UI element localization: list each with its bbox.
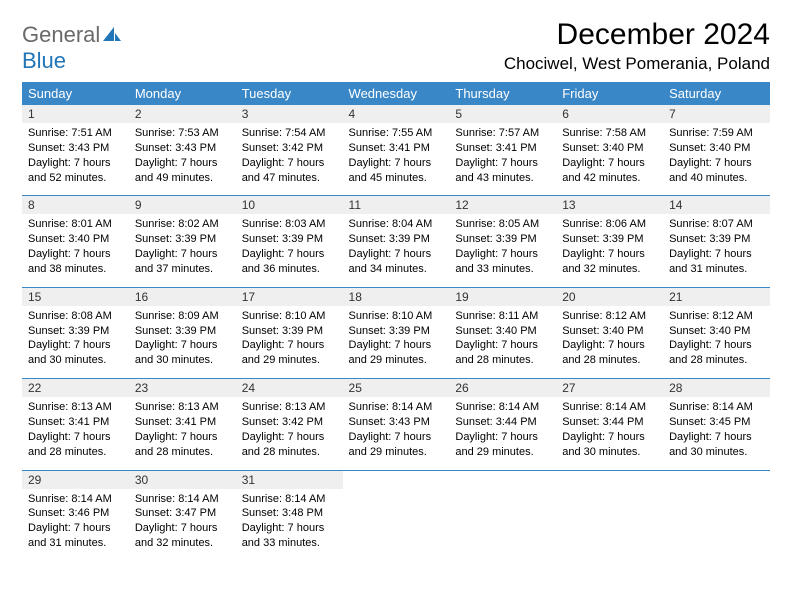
day-content-cell: Sunrise: 8:14 AMSunset: 3:44 PMDaylight:…	[449, 397, 556, 470]
day-content-cell: Sunrise: 8:14 AMSunset: 3:45 PMDaylight:…	[663, 397, 770, 470]
day-number-cell: 31	[236, 470, 343, 489]
day-content-row: Sunrise: 7:51 AMSunset: 3:43 PMDaylight:…	[22, 123, 770, 196]
logo-text-blue: Blue	[22, 48, 66, 73]
day-number-cell: 20	[556, 287, 663, 306]
day-content-cell: Sunrise: 8:12 AMSunset: 3:40 PMDaylight:…	[556, 306, 663, 379]
day-header: Saturday	[663, 82, 770, 105]
day-content-cell: Sunrise: 8:13 AMSunset: 3:42 PMDaylight:…	[236, 397, 343, 470]
day-content-cell: Sunrise: 8:03 AMSunset: 3:39 PMDaylight:…	[236, 214, 343, 287]
day-content-cell: Sunrise: 8:08 AMSunset: 3:39 PMDaylight:…	[22, 306, 129, 379]
logo-sail-icon	[102, 26, 122, 47]
day-content-cell: Sunrise: 8:11 AMSunset: 3:40 PMDaylight:…	[449, 306, 556, 379]
day-number-row: 891011121314	[22, 196, 770, 215]
day-number-cell: 29	[22, 470, 129, 489]
logo: General Blue	[22, 18, 122, 74]
day-number-cell: 12	[449, 196, 556, 215]
day-header: Tuesday	[236, 82, 343, 105]
day-content-cell: Sunrise: 8:13 AMSunset: 3:41 PMDaylight:…	[22, 397, 129, 470]
day-content-cell: Sunrise: 8:14 AMSunset: 3:44 PMDaylight:…	[556, 397, 663, 470]
day-content-cell: Sunrise: 8:05 AMSunset: 3:39 PMDaylight:…	[449, 214, 556, 287]
day-number-cell: 13	[556, 196, 663, 215]
day-number-cell	[449, 470, 556, 489]
day-content-cell: Sunrise: 7:55 AMSunset: 3:41 PMDaylight:…	[343, 123, 450, 196]
day-header: Monday	[129, 82, 236, 105]
day-number-cell	[663, 470, 770, 489]
calendar-table: SundayMondayTuesdayWednesdayThursdayFrid…	[22, 82, 770, 561]
day-content-cell: Sunrise: 8:04 AMSunset: 3:39 PMDaylight:…	[343, 214, 450, 287]
day-content-cell: Sunrise: 8:10 AMSunset: 3:39 PMDaylight:…	[343, 306, 450, 379]
location-subtitle: Chociwel, West Pomerania, Poland	[504, 54, 770, 74]
day-content-row: Sunrise: 8:08 AMSunset: 3:39 PMDaylight:…	[22, 306, 770, 379]
day-number-row: 22232425262728	[22, 379, 770, 398]
day-content-row: Sunrise: 8:01 AMSunset: 3:40 PMDaylight:…	[22, 214, 770, 287]
day-number-cell	[556, 470, 663, 489]
day-content-cell: Sunrise: 7:59 AMSunset: 3:40 PMDaylight:…	[663, 123, 770, 196]
day-number-cell: 7	[663, 105, 770, 123]
calendar-body: 1234567Sunrise: 7:51 AMSunset: 3:43 PMDa…	[22, 105, 770, 561]
header: General Blue December 2024 Chociwel, Wes…	[22, 18, 770, 74]
day-content-cell: Sunrise: 8:09 AMSunset: 3:39 PMDaylight:…	[129, 306, 236, 379]
day-number-cell: 6	[556, 105, 663, 123]
day-number-cell: 2	[129, 105, 236, 123]
day-number-cell: 11	[343, 196, 450, 215]
day-number-cell: 4	[343, 105, 450, 123]
day-content-cell: Sunrise: 8:13 AMSunset: 3:41 PMDaylight:…	[129, 397, 236, 470]
day-content-cell	[663, 489, 770, 561]
day-header: Thursday	[449, 82, 556, 105]
title-block: December 2024 Chociwel, West Pomerania, …	[504, 18, 770, 74]
day-number-cell: 19	[449, 287, 556, 306]
day-content-cell: Sunrise: 8:06 AMSunset: 3:39 PMDaylight:…	[556, 214, 663, 287]
day-content-cell: Sunrise: 8:14 AMSunset: 3:46 PMDaylight:…	[22, 489, 129, 561]
day-number-cell: 3	[236, 105, 343, 123]
day-content-cell: Sunrise: 8:12 AMSunset: 3:40 PMDaylight:…	[663, 306, 770, 379]
day-content-cell: Sunrise: 7:51 AMSunset: 3:43 PMDaylight:…	[22, 123, 129, 196]
day-content-cell: Sunrise: 7:57 AMSunset: 3:41 PMDaylight:…	[449, 123, 556, 196]
day-number-cell: 8	[22, 196, 129, 215]
logo-text-block: General Blue	[22, 22, 122, 74]
day-content-cell: Sunrise: 8:01 AMSunset: 3:40 PMDaylight:…	[22, 214, 129, 287]
page-title: December 2024	[504, 18, 770, 52]
day-content-cell: Sunrise: 8:07 AMSunset: 3:39 PMDaylight:…	[663, 214, 770, 287]
day-number-cell: 5	[449, 105, 556, 123]
day-number-cell: 16	[129, 287, 236, 306]
day-number-cell: 18	[343, 287, 450, 306]
day-content-cell	[556, 489, 663, 561]
day-number-cell: 28	[663, 379, 770, 398]
day-number-cell: 24	[236, 379, 343, 398]
day-content-cell: Sunrise: 8:14 AMSunset: 3:47 PMDaylight:…	[129, 489, 236, 561]
day-header: Friday	[556, 82, 663, 105]
day-number-cell: 10	[236, 196, 343, 215]
logo-text-general: General	[22, 22, 100, 47]
day-number-cell	[343, 470, 450, 489]
day-content-cell: Sunrise: 8:10 AMSunset: 3:39 PMDaylight:…	[236, 306, 343, 379]
day-number-cell: 26	[449, 379, 556, 398]
day-number-row: 15161718192021	[22, 287, 770, 306]
day-content-cell: Sunrise: 7:53 AMSunset: 3:43 PMDaylight:…	[129, 123, 236, 196]
day-content-cell: Sunrise: 8:14 AMSunset: 3:48 PMDaylight:…	[236, 489, 343, 561]
day-number-cell: 9	[129, 196, 236, 215]
day-number-cell: 14	[663, 196, 770, 215]
day-header: Wednesday	[343, 82, 450, 105]
day-content-cell: Sunrise: 7:58 AMSunset: 3:40 PMDaylight:…	[556, 123, 663, 196]
day-content-cell: Sunrise: 8:14 AMSunset: 3:43 PMDaylight:…	[343, 397, 450, 470]
day-number-cell: 27	[556, 379, 663, 398]
day-number-cell: 15	[22, 287, 129, 306]
day-number-cell: 22	[22, 379, 129, 398]
day-number-cell: 21	[663, 287, 770, 306]
day-content-cell: Sunrise: 7:54 AMSunset: 3:42 PMDaylight:…	[236, 123, 343, 196]
day-content-cell	[449, 489, 556, 561]
day-number-cell: 30	[129, 470, 236, 489]
day-header-row: SundayMondayTuesdayWednesdayThursdayFrid…	[22, 82, 770, 105]
day-content-row: Sunrise: 8:14 AMSunset: 3:46 PMDaylight:…	[22, 489, 770, 561]
day-number-row: 1234567	[22, 105, 770, 123]
day-content-cell: Sunrise: 8:02 AMSunset: 3:39 PMDaylight:…	[129, 214, 236, 287]
day-header: Sunday	[22, 82, 129, 105]
day-number-cell: 23	[129, 379, 236, 398]
day-number-cell: 25	[343, 379, 450, 398]
day-number-row: 293031	[22, 470, 770, 489]
day-number-cell: 17	[236, 287, 343, 306]
day-content-row: Sunrise: 8:13 AMSunset: 3:41 PMDaylight:…	[22, 397, 770, 470]
day-number-cell: 1	[22, 105, 129, 123]
day-content-cell	[343, 489, 450, 561]
